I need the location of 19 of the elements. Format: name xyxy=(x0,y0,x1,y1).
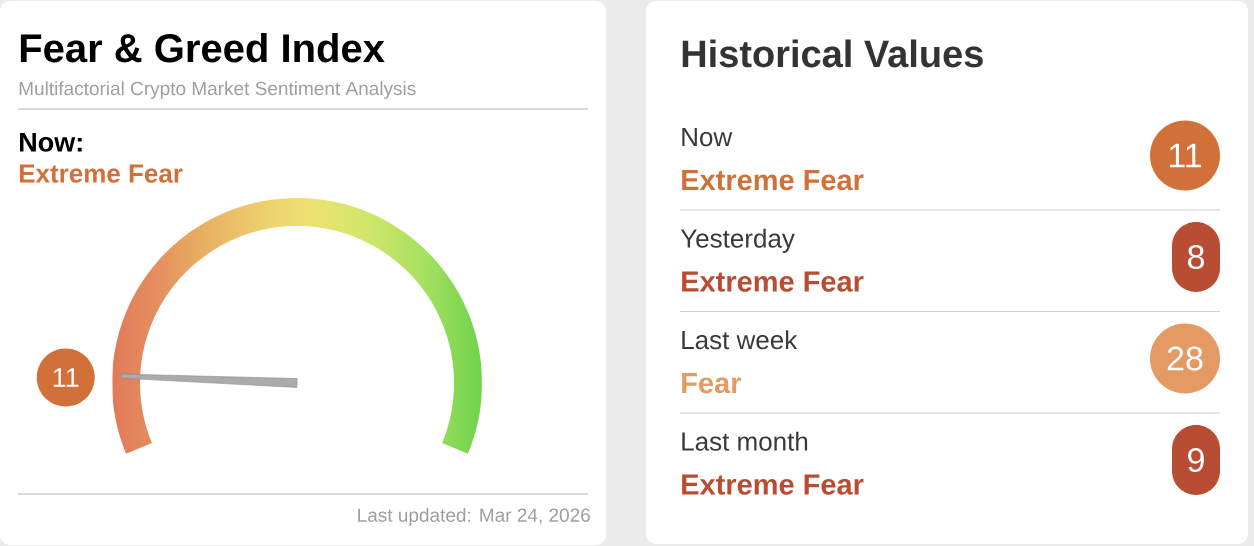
text: Last month xyxy=(682,431,808,451)
text: Extreme Fear xyxy=(682,271,864,292)
text: Extreme Fear xyxy=(682,474,864,495)
text: Last updated: Mar 24, 2026 xyxy=(358,507,590,526)
data-label: 8 xyxy=(1188,244,1204,270)
text: Yesterday xyxy=(680,228,795,253)
data-label: 11 xyxy=(53,368,79,387)
text: Fear xyxy=(682,373,742,394)
text: Extreme Fear xyxy=(682,170,864,191)
text: Now: xyxy=(20,132,82,152)
data-label: 11 xyxy=(1169,143,1201,168)
text: Multifactorial Crypto Market Sentiment Analysis xyxy=(19,81,416,99)
text: Last week xyxy=(682,330,798,350)
text: Extreme Fear xyxy=(19,164,183,183)
data-label: 28 xyxy=(1167,346,1203,371)
text: Now xyxy=(682,128,733,147)
text: Historical Values xyxy=(682,39,983,68)
data-label: 9 xyxy=(1188,447,1204,473)
text: Fear & Greed Index xyxy=(20,33,385,63)
